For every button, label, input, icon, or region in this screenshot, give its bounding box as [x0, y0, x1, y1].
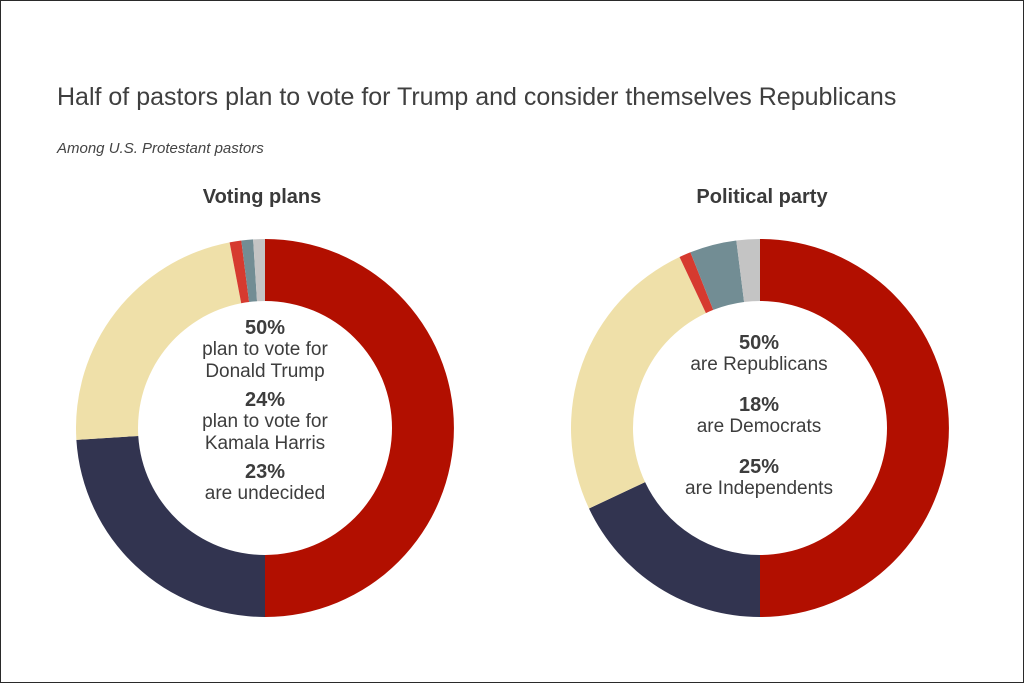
- voting-stat-undecided-pct: 23%: [244, 461, 286, 483]
- voting-center-labels: 50% plan to vote for Donald Trump 24% pl…: [155, 317, 375, 511]
- voting-stat-trump-line1: plan to vote for: [202, 339, 328, 360]
- page-subtitle: Among U.S. Protestant pastors: [57, 140, 264, 157]
- party-stat-republicans-label: are Republicans: [690, 354, 828, 375]
- party-chart-title: Political party: [696, 186, 828, 208]
- party-center-labels: 50% are Republicans 18% are Democrats 25…: [649, 332, 869, 518]
- voting-stat-trump-pct: 50%: [244, 317, 286, 339]
- page-title: Half of pastors plan to vote for Trump a…: [57, 83, 897, 111]
- party-donut-chart: [571, 239, 949, 617]
- party-stat-democrats: 18% are Democrats: [649, 394, 869, 438]
- voting-slice-4: [241, 239, 258, 303]
- voting-slice-1: [76, 435, 265, 617]
- party-stat-independents-label: are Independents: [685, 478, 833, 499]
- party-slice-5: [736, 239, 760, 303]
- voting-slice-0: [265, 239, 454, 617]
- voting-stat-trump: 50% plan to vote for Donald Trump: [155, 317, 375, 383]
- party-stat-independents-pct: 25%: [738, 456, 780, 478]
- party-stat-democrats-pct: 18%: [738, 394, 780, 416]
- party-stat-republicans-pct: 50%: [738, 332, 780, 354]
- voting-stat-undecided-line1: are undecided: [204, 483, 326, 504]
- voting-stat-harris-line2: Kamala Harris: [204, 433, 326, 454]
- party-slice-4: [690, 240, 745, 310]
- voting-stat-undecided: 23% are undecided: [155, 461, 375, 505]
- party-slice-3: [679, 252, 714, 314]
- voting-stat-trump-line2: Donald Trump: [205, 361, 325, 382]
- party-slice-2: [571, 256, 706, 509]
- party-slice-1: [588, 482, 760, 617]
- voting-donut-chart: [76, 239, 454, 617]
- voting-stat-harris-line1: plan to vote for: [202, 411, 328, 432]
- voting-stat-harris: 24% plan to vote for Kamala Harris: [155, 389, 375, 455]
- voting-slice-2: [76, 242, 242, 440]
- party-stat-democrats-label: are Democrats: [696, 416, 822, 437]
- voting-slice-5: [253, 239, 265, 302]
- party-stat-republicans: 50% are Republicans: [649, 332, 869, 376]
- party-slice-0: [760, 239, 949, 617]
- party-stat-independents: 25% are Independents: [649, 456, 869, 500]
- voting-slice-3: [229, 240, 250, 304]
- voting-chart-title: Voting plans: [202, 186, 322, 208]
- voting-stat-harris-pct: 24%: [244, 389, 286, 411]
